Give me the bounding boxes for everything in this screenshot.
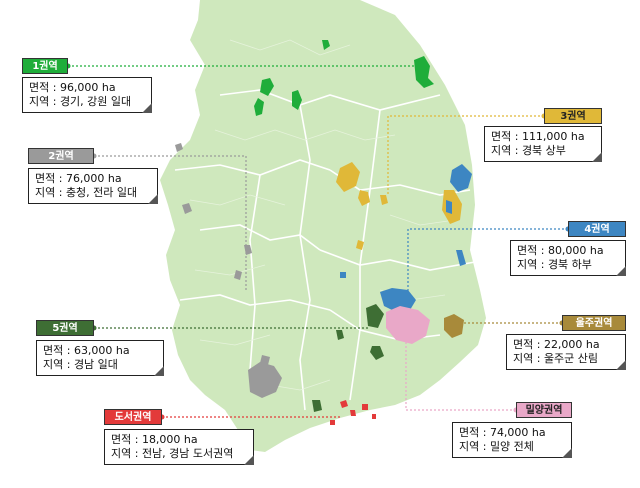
region-4-tag: 4권역	[568, 221, 626, 237]
miryang-location: 지역 : 밀양 전체	[459, 440, 534, 453]
ulju-patches	[444, 314, 464, 338]
island-tag: 도서권역	[104, 409, 162, 425]
miryang-info-box: 면적 : 74,000 ha 지역 : 밀양 전체	[452, 422, 572, 458]
region-4-patches	[340, 164, 472, 312]
region-1-info-box: 면적 : 96,000 ha 지역 : 경기, 강원 일대	[22, 77, 152, 113]
region-5-area: 면적 : 63,000 ha	[43, 344, 130, 357]
region-1-area: 면적 : 96,000 ha	[29, 81, 116, 94]
region-3-info-box: 면적 : 111,000 ha 지역 : 경북 상부	[484, 126, 602, 162]
region-5-tag: 5권역	[36, 320, 94, 336]
region-4-info-box: 면적 : 80,000 ha 지역 : 경북 하부	[510, 240, 626, 276]
region-2-tag: 2권역	[28, 148, 94, 164]
region-4-location: 지역 : 경북 하부	[517, 258, 592, 271]
region-3-tag: 3권역	[544, 108, 602, 124]
region-1-patches	[254, 40, 434, 116]
ulju-area: 면적 : 22,000 ha	[513, 338, 600, 351]
region-5-info-box: 면적 : 63,000 ha 지역 : 경남 일대	[36, 340, 164, 376]
region-2-info-box: 면적 : 76,000 ha 지역 : 충청, 전라 일대	[28, 168, 158, 204]
land-mass	[160, 0, 486, 452]
region-3-location: 지역 : 경북 상부	[491, 144, 566, 157]
region-2-location: 지역 : 충청, 전라 일대	[35, 186, 138, 199]
ulju-info-box: 면적 : 22,000 ha 지역 : 울주군 산림	[506, 334, 626, 370]
region-3-area: 면적 : 111,000 ha	[491, 130, 585, 143]
ulju-location: 지역 : 울주군 산림	[513, 352, 599, 365]
miryang-tag: 밀양권역	[516, 402, 572, 418]
island-area: 면적 : 18,000 ha	[111, 433, 198, 446]
region-1-tag: 1권역	[22, 58, 68, 74]
region-5-location: 지역 : 경남 일대	[43, 358, 118, 371]
island-info-box: 면적 : 18,000 ha 지역 : 전남, 경남 도서권역	[104, 429, 254, 465]
district-borders	[189, 39, 456, 391]
leader-lines	[68, 65, 568, 418]
region-5-patches	[312, 304, 384, 412]
miryang-patches	[386, 306, 430, 344]
region-2-patches	[175, 143, 282, 398]
region-4-area: 면적 : 80,000 ha	[517, 244, 604, 257]
island-patches	[330, 400, 376, 425]
region-1-location: 지역 : 경기, 강원 일대	[29, 95, 132, 108]
miryang-area: 면적 : 74,000 ha	[459, 426, 546, 439]
ulju-tag: 울주권역	[562, 315, 626, 331]
island-location: 지역 : 전남, 경남 도서권역	[111, 447, 234, 460]
region-2-area: 면적 : 76,000 ha	[35, 172, 122, 185]
